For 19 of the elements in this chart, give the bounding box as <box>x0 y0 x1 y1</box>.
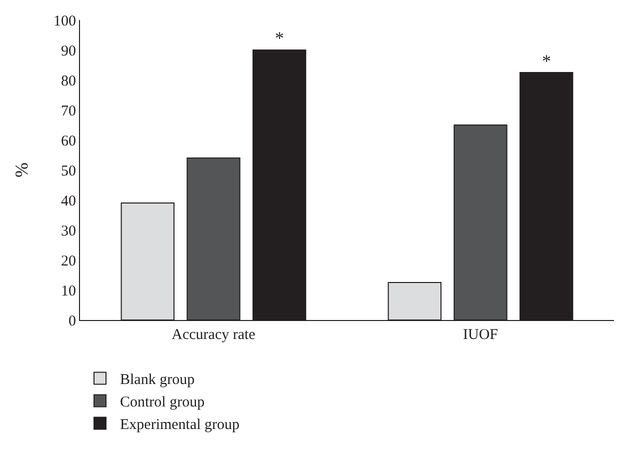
legend-label: Control group <box>120 394 205 411</box>
y-tick-label: 80 <box>61 73 76 90</box>
y-tick-label: 0 <box>68 313 76 330</box>
y-axis-title: % <box>12 162 32 178</box>
y-tick-label: 30 <box>61 223 76 240</box>
legend-label: Blank group <box>120 372 195 388</box>
y-tick-label: 50 <box>61 163 76 180</box>
y-tick-label: 10 <box>61 283 76 300</box>
legend-label: Experimental group <box>120 417 240 434</box>
y-tick-label: 60 <box>61 133 76 150</box>
x-tick-label: IUOF <box>462 327 498 343</box>
y-tick-label: 100 <box>54 13 76 30</box>
annotation: * <box>275 28 284 48</box>
y-tick-label: 40 <box>61 193 76 210</box>
x-tick-label: Accuracy rate <box>172 327 256 343</box>
y-tick-label: 70 <box>61 103 76 120</box>
annotation: * <box>542 51 551 71</box>
y-tick-label: 20 <box>61 253 76 270</box>
y-tick-label: 90 <box>61 43 76 60</box>
